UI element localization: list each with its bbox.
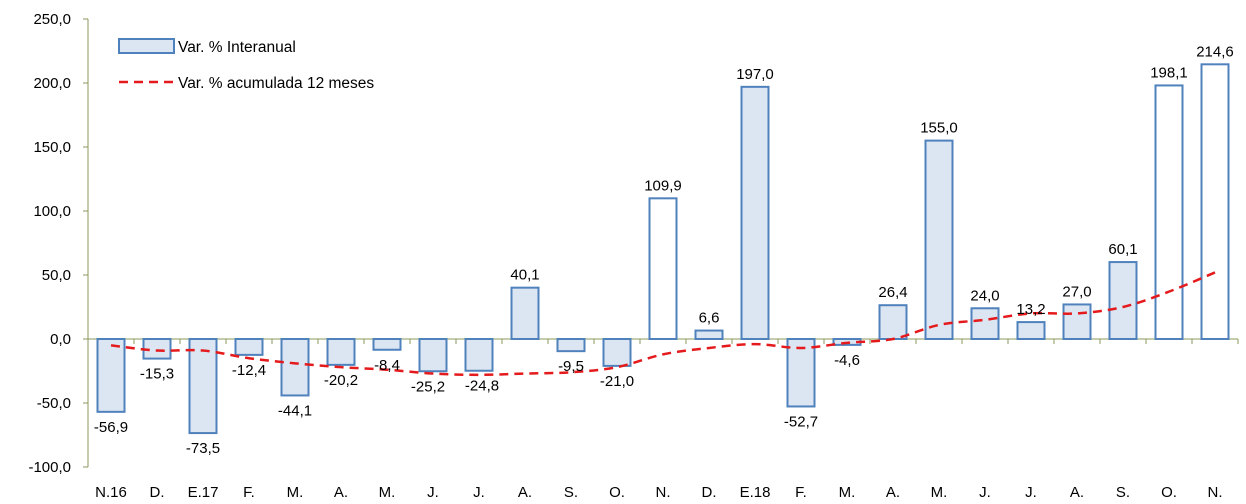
- x-tick-label: S.: [1116, 484, 1130, 501]
- bar: [372, 338, 402, 351]
- data-label: -9,5: [558, 358, 584, 375]
- data-label: -44,1: [278, 402, 312, 419]
- bar: [924, 139, 954, 340]
- x-tick-label: J.: [473, 484, 485, 501]
- bar: [694, 329, 724, 341]
- data-label: -24,8: [465, 378, 499, 395]
- x-tick-label: N.: [1208, 484, 1223, 501]
- y-tick-label: 0,0: [50, 331, 71, 348]
- bar: [970, 307, 1000, 340]
- data-label: -73,5: [186, 440, 220, 457]
- data-label: -20,2: [324, 372, 358, 389]
- y-tick-label: -50,0: [37, 395, 71, 412]
- x-tick-label: J.: [427, 484, 439, 501]
- y-tick-label: 200,0: [33, 75, 71, 92]
- data-label: -21,0: [600, 373, 634, 390]
- bar: [1062, 303, 1092, 341]
- x-tick-label: S.: [564, 484, 578, 501]
- data-label: 197,0: [736, 66, 774, 83]
- data-label: 155,0: [920, 120, 958, 137]
- legend: Var. % Interanual Var. % acumulada 12 me…: [118, 38, 374, 92]
- x-tick-label: A.: [886, 484, 900, 501]
- data-label: 60,1: [1108, 241, 1137, 258]
- bar: [648, 197, 678, 340]
- data-label: 109,9: [644, 177, 682, 194]
- bar: [556, 338, 586, 353]
- bar: [280, 338, 310, 397]
- chart-axes: -100,0 -50,0 0,0 50,0 100,0 150,0 200,0 250,0 N.…: [28, 11, 1239, 501]
- x-tick-label: E.18: [740, 484, 771, 501]
- bar: [878, 304, 908, 341]
- line-series: [110, 271, 1216, 377]
- data-label: -56,9: [94, 419, 128, 436]
- data-label: -12,4: [232, 362, 266, 379]
- legend-swatch-bar: [118, 38, 175, 54]
- bar: [234, 338, 264, 356]
- cumulative-line: [110, 271, 1216, 377]
- data-label: -25,2: [411, 378, 445, 395]
- x-tick-label: F.: [795, 484, 807, 501]
- x-tick-label: E.17: [188, 484, 219, 501]
- x-tick-label: D.: [150, 484, 165, 501]
- x-tick-label: J.: [1025, 484, 1037, 501]
- y-tick-label: 50,0: [42, 267, 71, 284]
- bar: [602, 338, 632, 367]
- bar: [740, 85, 770, 340]
- x-tick-label: A.: [334, 484, 348, 501]
- x-tick-label: O.: [609, 484, 625, 501]
- data-label: 24,0: [970, 287, 999, 304]
- x-tick-label: F.: [243, 484, 255, 501]
- data-label: 6,6: [699, 310, 720, 327]
- x-tick-label: M.: [287, 484, 304, 501]
- bar: [510, 286, 540, 340]
- y-tick-label: 100,0: [33, 203, 71, 220]
- data-labels: -56,9 -15,3 -73,5 -12,4 -44,1 -20,2 -8,4 -25,2 -…: [94, 43, 1234, 457]
- y-tick-label: 150,0: [33, 139, 71, 156]
- x-tick-label: D.: [702, 484, 717, 501]
- bar: [1016, 321, 1046, 341]
- bar: [188, 338, 218, 435]
- x-tick-label: A.: [1070, 484, 1084, 501]
- x-tick-label: A.: [518, 484, 532, 501]
- data-label: 13,2: [1016, 301, 1045, 318]
- legend-label-line: Var. % acumulada 12 meses: [178, 75, 374, 92]
- legend-label-bar: Var. % Interanual: [178, 39, 296, 56]
- data-label: -4,6: [834, 352, 860, 369]
- data-label: 27,0: [1062, 283, 1091, 300]
- x-tick-label: N.16: [95, 484, 127, 501]
- bar: [786, 338, 816, 408]
- x-tick-label: N.: [656, 484, 671, 501]
- data-label: 26,4: [878, 284, 907, 301]
- data-label: -8,4: [374, 357, 400, 374]
- bar: [1154, 84, 1184, 340]
- bar: [1108, 261, 1138, 340]
- x-tick-label: J.: [979, 484, 991, 501]
- x-tick-label: M.: [839, 484, 856, 501]
- y-tick-label: 250,0: [33, 11, 71, 28]
- data-label: -15,3: [140, 366, 174, 383]
- data-label: 214,6: [1196, 43, 1234, 60]
- bar: [96, 338, 126, 413]
- bar: [464, 338, 494, 372]
- bar: [1200, 63, 1230, 340]
- data-label: 198,1: [1150, 64, 1188, 81]
- bar-series: [96, 63, 1230, 435]
- x-tick-label: O.: [1161, 484, 1177, 501]
- x-tick-label: M.: [931, 484, 948, 501]
- data-label: -52,7: [784, 413, 818, 430]
- bar: [418, 338, 448, 373]
- data-label: 40,1: [510, 267, 539, 284]
- y-tick-label: -100,0: [28, 459, 71, 476]
- x-tick-label: M.: [379, 484, 396, 501]
- bar: [326, 338, 356, 366]
